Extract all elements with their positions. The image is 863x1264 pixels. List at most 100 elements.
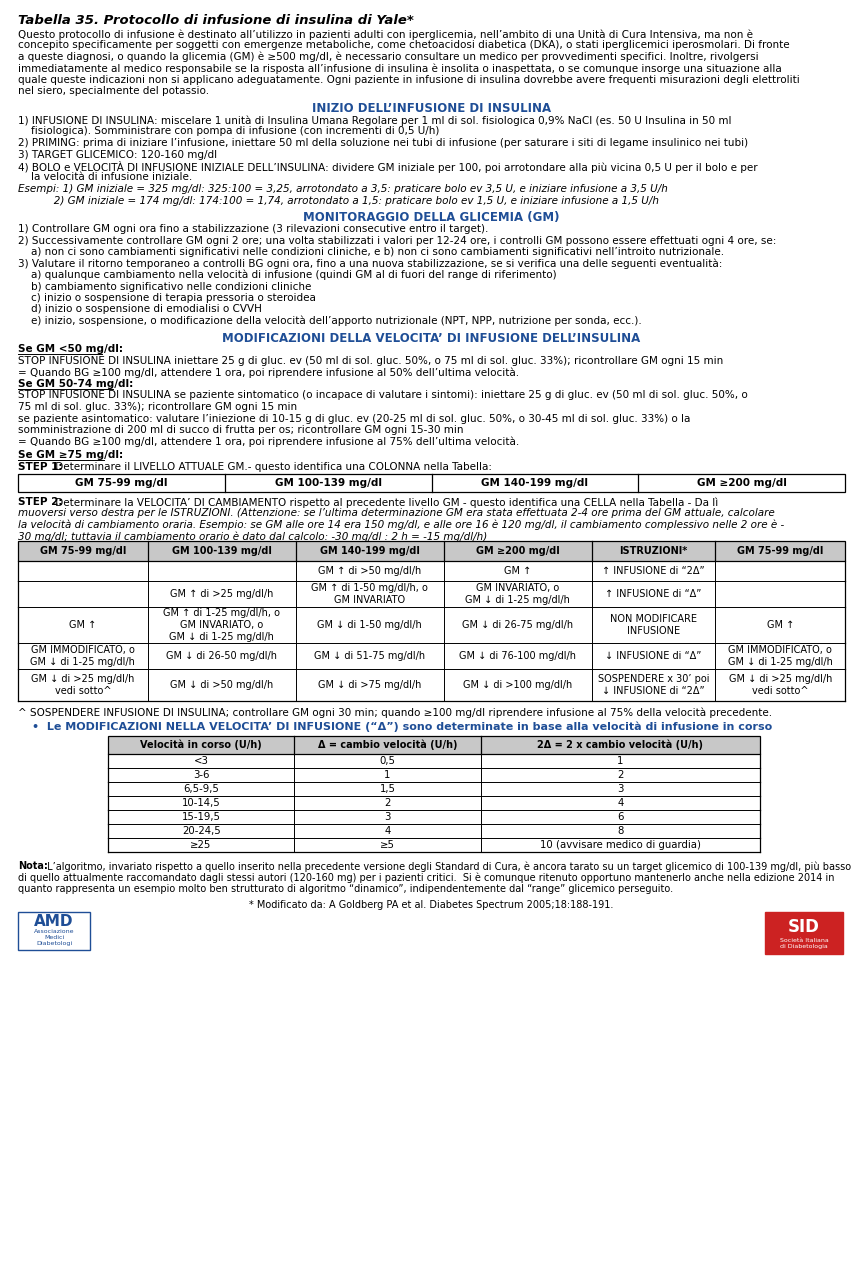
Text: GM ↓ di 26-50 mg/dl/h: GM ↓ di 26-50 mg/dl/h bbox=[167, 651, 277, 661]
Text: nel siero, specialmente del potassio.: nel siero, specialmente del potassio. bbox=[18, 86, 209, 96]
Bar bbox=[18, 541, 845, 561]
Text: GM ↑: GM ↑ bbox=[69, 621, 97, 629]
Text: la velocità di infusione iniziale.: la velocità di infusione iniziale. bbox=[18, 172, 192, 182]
Text: 2) PRIMING: prima di iniziare l’infusione, iniettare 50 ml della soluzione nei t: 2) PRIMING: prima di iniziare l’infusion… bbox=[18, 138, 748, 148]
Text: GM 75-99 mg/dl: GM 75-99 mg/dl bbox=[75, 478, 167, 488]
Text: <3: <3 bbox=[193, 756, 209, 766]
Text: 6,5-9,5: 6,5-9,5 bbox=[183, 784, 219, 794]
Text: = Quando BG ≥100 mg/dl, attendere 1 ora, poi riprendere infusione al 75% dell’ul: = Quando BG ≥100 mg/dl, attendere 1 ora,… bbox=[18, 436, 520, 447]
Text: a queste diagnosi, o quando la glicemia (GM) è ≥500 mg/dl, è necessario consulta: a queste diagnosi, o quando la glicemia … bbox=[18, 52, 759, 62]
Text: Se GM <50 mg/dl:: Se GM <50 mg/dl: bbox=[18, 345, 123, 354]
Text: di quello attualmente raccomandato dagli stessi autori (120-160 mg) per i pazien: di quello attualmente raccomandato dagli… bbox=[18, 872, 835, 884]
Text: Società Italiana
di Diabetologia: Società Italiana di Diabetologia bbox=[779, 938, 828, 949]
Bar bbox=[18, 911, 90, 949]
Text: GM INVARIATO, o
GM ↓ di 1-25 mg/dl/h: GM INVARIATO, o GM ↓ di 1-25 mg/dl/h bbox=[465, 583, 570, 605]
Text: ^ SOSPENDERE INFUSIONE DI INSULINA; controllare GM ogni 30 min; quando ≥100 mg/d: ^ SOSPENDERE INFUSIONE DI INSULINA; cont… bbox=[18, 708, 772, 718]
Text: STEP 1:: STEP 1: bbox=[18, 461, 62, 471]
Text: 75 ml di sol. gluc. 33%); ricontrollare GM ogni 15 min: 75 ml di sol. gluc. 33%); ricontrollare … bbox=[18, 402, 297, 412]
Text: 4) BOLO e VELOCITÀ DI INFUSIONE INIZIALE DELL’INSULINA: dividere GM iniziale per: 4) BOLO e VELOCITÀ DI INFUSIONE INIZIALE… bbox=[18, 161, 758, 173]
Text: 8: 8 bbox=[617, 825, 623, 836]
Text: GM ↓ di >25 mg/dl/h
vedi sotto^: GM ↓ di >25 mg/dl/h vedi sotto^ bbox=[728, 674, 832, 696]
Text: GM 100-139 mg/dl: GM 100-139 mg/dl bbox=[172, 546, 272, 556]
Text: a) non ci sono cambiamenti significativi nelle condizioni cliniche, e b) non ci : a) non ci sono cambiamenti significativi… bbox=[18, 246, 724, 257]
Text: 2: 2 bbox=[617, 770, 623, 780]
Text: 3-6: 3-6 bbox=[193, 770, 210, 780]
Text: 2Δ = 2 x cambio velocità (U/h): 2Δ = 2 x cambio velocità (U/h) bbox=[538, 739, 703, 751]
Text: = Quando BG ≥100 mg/dl, attendere 1 ora, poi riprendere infusione al 50% dell’ul: = Quando BG ≥100 mg/dl, attendere 1 ora,… bbox=[18, 368, 520, 378]
Text: GM 140-199 mg/dl: GM 140-199 mg/dl bbox=[320, 546, 419, 556]
Text: ≥25: ≥25 bbox=[191, 841, 211, 849]
Text: 20-24,5: 20-24,5 bbox=[182, 825, 221, 836]
Text: 3: 3 bbox=[617, 784, 623, 794]
Text: Tabella 35. Protocollo di infusione di insulina di Yale*: Tabella 35. Protocollo di infusione di i… bbox=[18, 14, 413, 27]
Text: GM ↓ di >50 mg/dl/h: GM ↓ di >50 mg/dl/h bbox=[170, 680, 274, 690]
Text: e) inizio, sospensione, o modificazione della velocità dell’apporto nutrizionale: e) inizio, sospensione, o modificazione … bbox=[18, 316, 642, 326]
Text: d) inizio o sospensione di emodialisi o CVVH: d) inizio o sospensione di emodialisi o … bbox=[18, 305, 261, 315]
Text: GM 100-139 mg/dl: GM 100-139 mg/dl bbox=[274, 478, 381, 488]
Text: Determinare la VELOCITA’ DI CAMBIAMENTO rispetto al precedente livello GM - ques: Determinare la VELOCITA’ DI CAMBIAMENTO … bbox=[52, 497, 718, 508]
Text: Associazione
Medici
Diabetologi: Associazione Medici Diabetologi bbox=[34, 929, 74, 945]
Text: 2) GM iniziale = 174 mg/dl: 174:100 = 1,74, arrotondato a 1,5: praticare bolo ev: 2) GM iniziale = 174 mg/dl: 174:100 = 1,… bbox=[18, 196, 659, 206]
Text: a) qualunque cambiamento nella velocità di infusione (quindi GM al di fuori del : a) qualunque cambiamento nella velocità … bbox=[18, 270, 557, 281]
Bar bbox=[765, 911, 843, 953]
Text: 3) Valutare il ritorno temporaneo a controlli BG ogni ora, fino a una nuova stab: 3) Valutare il ritorno temporaneo a cont… bbox=[18, 259, 722, 269]
Text: 3) TARGET GLICEMICO: 120-160 mg/dl: 3) TARGET GLICEMICO: 120-160 mg/dl bbox=[18, 149, 217, 159]
Text: MODIFICAZIONI DELLA VELOCITA’ DI INFUSIONE DELL’INSULINA: MODIFICAZIONI DELLA VELOCITA’ DI INFUSIO… bbox=[223, 331, 640, 345]
Text: NON MODIFICARE
INFUSIONE: NON MODIFICARE INFUSIONE bbox=[610, 614, 697, 636]
Text: 2: 2 bbox=[384, 798, 391, 808]
Text: la velocità di cambiamento oraria. Esempio: se GM alle ore 14 era 150 mg/dl, e a: la velocità di cambiamento oraria. Esemp… bbox=[18, 520, 784, 531]
Text: ISTRUZIONI*: ISTRUZIONI* bbox=[620, 546, 688, 556]
Text: Esempi: 1) GM iniziale = 325 mg/dl: 325:100 = 3,25, arrotondato a 3,5: praticare: Esempi: 1) GM iniziale = 325 mg/dl: 325:… bbox=[18, 185, 668, 193]
Text: 10-14,5: 10-14,5 bbox=[182, 798, 221, 808]
Text: GM ↑ di >25 mg/dl/h: GM ↑ di >25 mg/dl/h bbox=[170, 589, 274, 599]
Text: GM 75-99 mg/dl: GM 75-99 mg/dl bbox=[737, 546, 823, 556]
Text: 1,5: 1,5 bbox=[380, 784, 395, 794]
Text: 2) Successivamente controllare GM ogni 2 ore; una volta stabilizzati i valori pe: 2) Successivamente controllare GM ogni 2… bbox=[18, 235, 777, 245]
Text: GM ↓ di >25 mg/dl/h
vedi sotto^: GM ↓ di >25 mg/dl/h vedi sotto^ bbox=[31, 674, 135, 696]
Text: GM ↑ di >50 mg/dl/h: GM ↑ di >50 mg/dl/h bbox=[318, 566, 421, 576]
Text: GM IMMODIFICATO, o
GM ↓ di 1-25 mg/dl/h: GM IMMODIFICATO, o GM ↓ di 1-25 mg/dl/h bbox=[30, 645, 135, 667]
Text: Se GM ≥75 mg/dl:: Se GM ≥75 mg/dl: bbox=[18, 450, 123, 460]
Text: immediatamente al medico responsabile se la risposta all’infusione di insulina è: immediatamente al medico responsabile se… bbox=[18, 63, 782, 75]
Text: SOSPENDERE x 30’ poi
↓ INFUSIONE di “2Δ”: SOSPENDERE x 30’ poi ↓ INFUSIONE di “2Δ” bbox=[598, 674, 709, 696]
Text: GM ↓ di 1-50 mg/dl/h: GM ↓ di 1-50 mg/dl/h bbox=[318, 621, 422, 629]
Text: 30 mg/dl; tuttavia il cambiamento orario è dato dal calcolo: -30 mg/dl : 2 h = -: 30 mg/dl; tuttavia il cambiamento orario… bbox=[18, 531, 488, 542]
Text: concepito specificamente per soggetti con emergenze metaboliche, come chetoacido: concepito specificamente per soggetti co… bbox=[18, 40, 790, 51]
Text: 3: 3 bbox=[384, 811, 391, 822]
Text: 1) Controllare GM ogni ora fino a stabilizzazione (3 rilevazioni consecutive ent: 1) Controllare GM ogni ora fino a stabil… bbox=[18, 224, 488, 234]
Text: GM ↑ di 1-50 mg/dl/h, o
GM INVARIATO: GM ↑ di 1-50 mg/dl/h, o GM INVARIATO bbox=[312, 583, 428, 605]
Text: GM ↑: GM ↑ bbox=[766, 621, 794, 629]
Text: L’algoritmo, invariato rispetto a quello inserito nella precedente versione degl: L’algoritmo, invariato rispetto a quello… bbox=[44, 861, 851, 871]
Text: fisiologica). Somministrare con pompa di infusione (con incrementi di 0,5 U/h): fisiologica). Somministrare con pompa di… bbox=[18, 126, 439, 137]
Text: STEP 2:: STEP 2: bbox=[18, 497, 62, 507]
Text: 1: 1 bbox=[617, 756, 623, 766]
Bar bbox=[108, 736, 760, 755]
Text: SID: SID bbox=[788, 919, 820, 937]
Text: Determinare il LIVELLO ATTUALE GM.- questo identifica una COLONNA nella Tabella:: Determinare il LIVELLO ATTUALE GM.- ques… bbox=[52, 461, 492, 471]
Text: 1) INFUSIONE DI INSULINA: miscelare 1 unità di Insulina Umana Regolare per 1 ml : 1) INFUSIONE DI INSULINA: miscelare 1 un… bbox=[18, 115, 732, 125]
Text: quale queste indicazioni non si applicano adeguatamente. Ogni paziente in infusi: quale queste indicazioni non si applican… bbox=[18, 75, 800, 85]
Text: Questo protocollo di infusione è destinato all’utilizzo in pazienti adulti con i: Questo protocollo di infusione è destina… bbox=[18, 29, 753, 39]
Text: ↑ INFUSIONE di “2Δ”: ↑ INFUSIONE di “2Δ” bbox=[602, 566, 705, 576]
Text: GM 140-199 mg/dl: GM 140-199 mg/dl bbox=[482, 478, 589, 488]
Text: * Modificato da: A Goldberg PA et al. Diabetes Spectrum 2005;18:188-191.: * Modificato da: A Goldberg PA et al. Di… bbox=[249, 900, 614, 910]
Text: MONITORAGGIO DELLA GLICEMIA (GM): MONITORAGGIO DELLA GLICEMIA (GM) bbox=[303, 211, 560, 224]
Text: GM IMMODIFICATO, o
GM ↓ di 1-25 mg/dl/h: GM IMMODIFICATO, o GM ↓ di 1-25 mg/dl/h bbox=[728, 645, 833, 667]
Text: INIZIO DELL’INFUSIONE DI INSULINA: INIZIO DELL’INFUSIONE DI INSULINA bbox=[312, 102, 551, 115]
Text: GM ↓ di 51-75 mg/dl/h: GM ↓ di 51-75 mg/dl/h bbox=[314, 651, 425, 661]
Text: STOP INFUSIONE DI INSULINA se paziente sintomatico (o incapace di valutare i sin: STOP INFUSIONE DI INSULINA se paziente s… bbox=[18, 391, 747, 401]
Text: Velocità in corso (U/h): Velocità in corso (U/h) bbox=[141, 739, 262, 751]
Text: ↑ INFUSIONE di “Δ”: ↑ INFUSIONE di “Δ” bbox=[606, 589, 702, 599]
Text: GM ↓ di 26-75 mg/dl/h: GM ↓ di 26-75 mg/dl/h bbox=[463, 621, 574, 629]
Text: b) cambiamento significativo nelle condizioni cliniche: b) cambiamento significativo nelle condi… bbox=[18, 282, 312, 292]
Text: quanto rappresenta un esempio molto ben strutturato di algoritmo “dinamico”, ind: quanto rappresenta un esempio molto ben … bbox=[18, 884, 673, 894]
Text: 1: 1 bbox=[384, 770, 391, 780]
Text: muoversi verso destra per le ISTRUZIONI. (Attenzione: se l’ultima determinazione: muoversi verso destra per le ISTRUZIONI.… bbox=[18, 508, 775, 518]
Text: •  Le MODIFICAZIONI NELLA VELOCITA’ DI INFUSIONE (“Δ”) sono determinate in base : • Le MODIFICAZIONI NELLA VELOCITA’ DI IN… bbox=[32, 722, 772, 732]
Text: ≥5: ≥5 bbox=[380, 841, 395, 849]
Text: GM ↓ di >75 mg/dl/h: GM ↓ di >75 mg/dl/h bbox=[318, 680, 421, 690]
Text: 4: 4 bbox=[617, 798, 623, 808]
Text: 4: 4 bbox=[384, 825, 391, 836]
Text: c) inizio o sospensione di terapia pressoria o steroidea: c) inizio o sospensione di terapia press… bbox=[18, 293, 316, 303]
Text: GM ↓ di 76-100 mg/dl/h: GM ↓ di 76-100 mg/dl/h bbox=[459, 651, 576, 661]
